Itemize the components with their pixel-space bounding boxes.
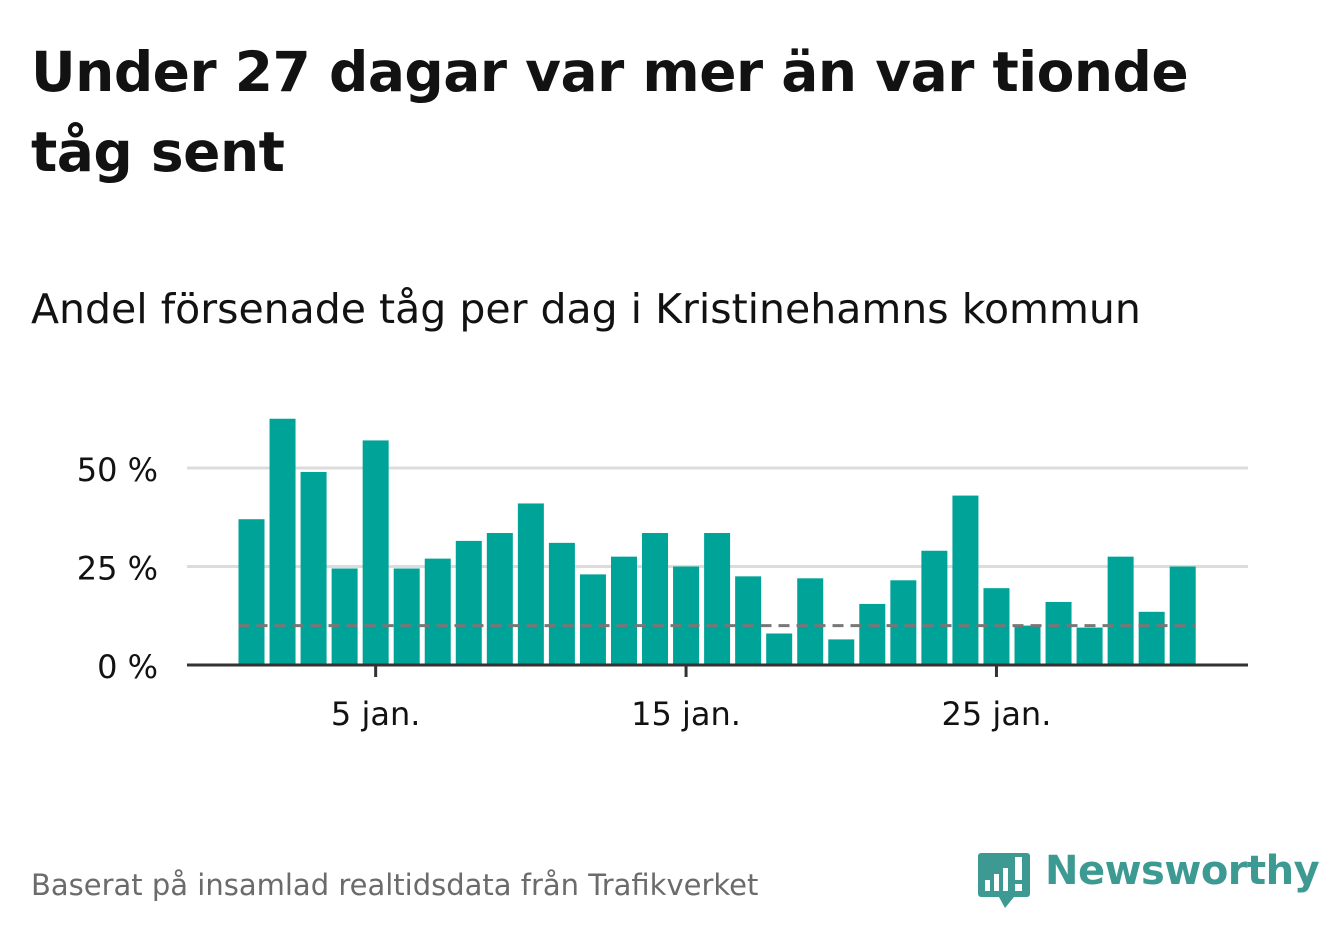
y-tick-label: 25 % (77, 550, 158, 588)
x-tick-label: 15 jan. (631, 695, 741, 733)
x-tick-label: 25 jan. (942, 695, 1052, 733)
bar (1138, 611, 1165, 665)
brand-name: Newsworthy (1045, 848, 1320, 894)
bar (735, 576, 762, 665)
bar (828, 639, 855, 665)
bar (1169, 566, 1196, 665)
bar (642, 533, 669, 665)
bar (331, 568, 358, 665)
bar (921, 550, 948, 665)
bar (797, 578, 824, 665)
bar (610, 556, 637, 665)
bar (393, 568, 420, 665)
bar (269, 418, 296, 665)
chart-subtitle: Andel försenade tåg per dag i Kristineha… (31, 285, 1141, 333)
bar (424, 558, 451, 665)
bar (1014, 625, 1041, 665)
bar (486, 533, 513, 665)
x-axis: 5 jan. 15 jan. 25 jan. (187, 663, 1248, 733)
bar (859, 603, 886, 665)
source-note: Baserat på insamlad realtidsdata från Tr… (31, 868, 759, 902)
bars (238, 418, 1196, 665)
bar (548, 542, 575, 665)
y-tick-label: 0 % (97, 648, 158, 686)
bar (704, 533, 731, 665)
bar (517, 503, 544, 665)
bar (579, 574, 606, 665)
y-tick-label: 50 % (77, 451, 158, 489)
bar (952, 495, 979, 665)
bar (238, 519, 265, 665)
bar (455, 540, 482, 665)
bar (300, 471, 327, 665)
bar (1076, 627, 1103, 665)
newsworthy-bar-chart-speech-bubble-icon (978, 853, 1030, 908)
x-tick-label: 5 jan. (331, 695, 420, 733)
bar (1107, 556, 1134, 665)
y-axis-labels: 0 % 25 % 50 % (77, 451, 158, 686)
bar (890, 580, 917, 665)
brand-logo[interactable]: Newsworthy (978, 846, 1320, 912)
bar (362, 440, 389, 665)
bar (766, 633, 793, 665)
bar (1045, 601, 1072, 665)
bar (673, 566, 700, 665)
chart-title: Under 27 dagar var mer än var tionde tåg… (31, 40, 1189, 184)
bar-chart: 5 jan. 15 jan. 25 jan. 0 % 25 % 50 % (77, 418, 1248, 733)
